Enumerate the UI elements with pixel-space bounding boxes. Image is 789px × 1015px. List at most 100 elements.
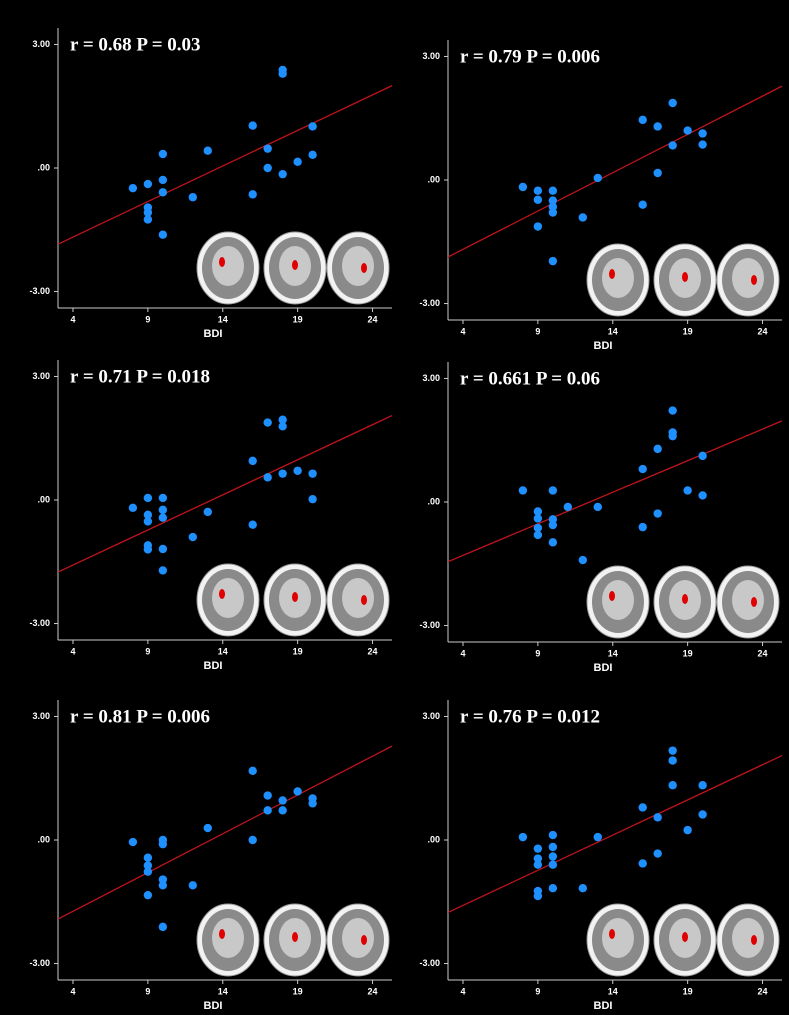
figure: 3.00.00-3.0049141924BDIr = 0.68 P = 0.03… <box>0 0 789 1015</box>
scatter-point <box>189 533 197 541</box>
scatter-point <box>579 556 587 564</box>
scatter-point <box>698 491 706 499</box>
scatter-point <box>549 852 557 860</box>
scatter-point <box>159 231 167 239</box>
scatter-point <box>549 208 557 216</box>
scatter-point <box>534 196 542 204</box>
y-tick-label: -3.00 <box>29 958 50 968</box>
x-tick-label: 19 <box>293 986 303 996</box>
scatter-point <box>668 756 676 764</box>
scatter-point <box>683 126 691 134</box>
scatter-point <box>144 545 152 553</box>
brain-inset <box>717 244 779 316</box>
scatter-point <box>308 799 316 807</box>
x-tick-label: 14 <box>608 326 618 336</box>
x-tick-label: 9 <box>145 314 150 324</box>
x-tick-label: 9 <box>535 986 540 996</box>
activation <box>682 594 688 604</box>
y-tick-label: -3.00 <box>29 618 50 628</box>
activation <box>609 591 615 601</box>
scatter-point <box>263 164 271 172</box>
brain-inner <box>342 918 374 958</box>
scatter-point <box>549 187 557 195</box>
scatter-point <box>144 180 152 188</box>
x-tick-label: 19 <box>683 986 693 996</box>
scatter-point <box>249 190 257 198</box>
annotation: r = 0.76 P = 0.012 <box>460 706 600 727</box>
annotation: r = 0.79 P = 0.006 <box>460 46 600 67</box>
scatter-point <box>534 892 542 900</box>
scatter-point <box>129 504 137 512</box>
scatter-point <box>159 506 167 514</box>
scatter-point <box>549 486 557 494</box>
brain-inner <box>602 580 634 620</box>
scatter-point <box>698 140 706 148</box>
y-tick-label: .00 <box>37 834 50 844</box>
brain-inner <box>602 258 634 298</box>
scatter-point <box>263 144 271 152</box>
scatter-point <box>549 521 557 529</box>
scatter-point <box>249 521 257 529</box>
scatter-point <box>594 174 602 182</box>
y-tick-label: .00 <box>427 496 440 506</box>
x-tick-label: 4 <box>70 646 75 656</box>
scatter-point <box>293 467 301 475</box>
x-tick-label: 19 <box>293 314 303 324</box>
brain-inset <box>717 904 779 976</box>
activation <box>292 932 298 942</box>
scatter-point <box>144 854 152 862</box>
scatter-point <box>549 257 557 265</box>
brain-inset <box>327 232 389 304</box>
brain-inner <box>212 578 244 618</box>
scatter-point <box>683 826 691 834</box>
scatter-point <box>653 122 661 130</box>
scatter-point <box>263 791 271 799</box>
scatter-point <box>159 881 167 889</box>
scatter-point <box>129 184 137 192</box>
scatter-point <box>159 566 167 574</box>
brain-inset <box>654 566 716 638</box>
scatter-point <box>159 176 167 184</box>
activation <box>361 935 367 945</box>
x-tick-label: 9 <box>145 646 150 656</box>
scatter-point <box>549 843 557 851</box>
x-tick-label: 24 <box>758 326 768 336</box>
scatter-point <box>639 523 647 531</box>
scatter-point <box>159 514 167 522</box>
activation <box>682 932 688 942</box>
scatter-point <box>639 803 647 811</box>
activation <box>609 269 615 279</box>
scatter-point <box>668 99 676 107</box>
scatter-point <box>308 151 316 159</box>
annotation: r = 0.81 P = 0.006 <box>70 706 210 727</box>
brain-inset <box>264 564 326 636</box>
x-tick-label: 14 <box>608 648 618 658</box>
scatter-point <box>579 884 587 892</box>
brain-inset <box>264 232 326 304</box>
y-tick-label: -3.00 <box>29 286 50 296</box>
activation <box>751 935 757 945</box>
x-tick-label: 14 <box>218 314 228 324</box>
brain-inner <box>602 918 634 958</box>
scatter-point <box>534 187 542 195</box>
y-tick-label: 3.00 <box>422 51 440 61</box>
scatter-point <box>579 213 587 221</box>
annotation: r = 0.661 P = 0.06 <box>460 368 600 389</box>
scatter-point <box>293 158 301 166</box>
scatter-point <box>159 150 167 158</box>
scatter-point <box>144 215 152 223</box>
scatter-point <box>653 849 661 857</box>
x-tick-label: 24 <box>758 648 768 658</box>
scatter-point <box>159 494 167 502</box>
x-tick-label: 24 <box>368 986 378 996</box>
scatter-point <box>594 833 602 841</box>
brain-inset <box>654 904 716 976</box>
scatter-point <box>249 767 257 775</box>
scatter-point <box>249 121 257 129</box>
activation <box>292 592 298 602</box>
scatter-point <box>278 806 286 814</box>
y-tick-label: .00 <box>37 494 50 504</box>
brain-inset <box>197 232 259 304</box>
y-tick-label: 3.00 <box>32 711 50 721</box>
scatter-point <box>144 517 152 525</box>
